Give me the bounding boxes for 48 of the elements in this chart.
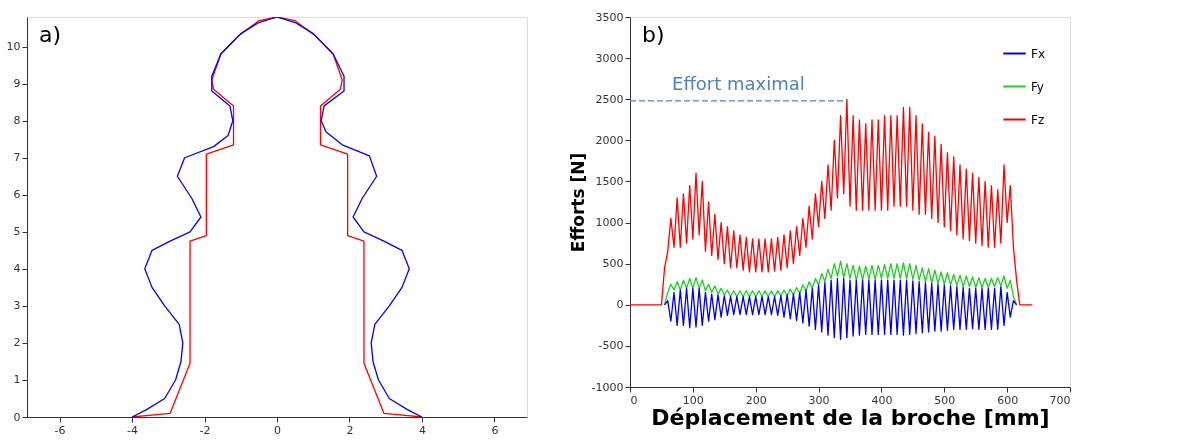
line-series: [663, 277, 1018, 340]
y-tick-label: 4: [13, 262, 21, 276]
y-tick-label: -500: [598, 339, 624, 353]
annotation: b): [642, 22, 665, 47]
y-tick-label: 0: [616, 298, 624, 312]
y-tick-label: 1500: [595, 174, 624, 188]
y-tick-label: 2500: [595, 92, 624, 106]
y-tick-label: 3: [13, 299, 21, 313]
y-tick-label: 500: [602, 257, 624, 271]
y-tick-label: -1000: [591, 380, 624, 394]
annotation: a): [39, 22, 62, 47]
line-series: [630, 98, 1033, 306]
y-tick-label: 1000: [595, 216, 624, 230]
y-tick-label: 2000: [595, 133, 624, 147]
y-tick-label: 3000: [595, 51, 624, 65]
x-tick-label: 600: [997, 393, 1019, 407]
ref-line-label: Effort maximal: [672, 72, 805, 94]
y-tick-label: 10: [6, 40, 21, 54]
x-tick-label: -4: [127, 423, 139, 437]
x-tick-label: -2: [199, 423, 211, 437]
legend-label: Fy: [1031, 79, 1044, 94]
x-tick-label: 300: [808, 393, 830, 407]
x-axis-title: Déplacement de la broche [mm]: [651, 404, 1050, 430]
x-tick-label: 4: [418, 423, 426, 437]
x-tick-label: 100: [682, 393, 704, 407]
line-series: [131, 17, 423, 417]
x-tick-label: 400: [871, 393, 893, 407]
x-tick-label: 500: [934, 393, 956, 407]
y-tick-label: 7: [13, 151, 21, 165]
x-tick-label: 200: [745, 393, 767, 407]
x-tick-label: 700: [1049, 393, 1071, 407]
y-tick-label: 9: [13, 77, 21, 91]
y-tick-label: 1: [13, 373, 21, 387]
y-tick-label: 2: [13, 336, 21, 350]
x-tick-label: 6: [491, 423, 499, 437]
line-series: [663, 260, 1018, 306]
y-tick-label: 5: [13, 225, 21, 239]
y-tick-label: 0: [13, 410, 21, 424]
x-tick-label: -6: [54, 423, 66, 437]
x-tick-label: 2: [346, 423, 354, 437]
y-axis-title: Efforts [N]: [567, 152, 588, 253]
x-tick-label: 0: [630, 393, 638, 407]
x-tick-label: 0: [274, 423, 281, 437]
y-tick-label: 3500: [595, 10, 624, 24]
y-tick-label: 6: [13, 188, 21, 202]
legend-label: Fx: [1031, 46, 1046, 61]
y-tick-label: 8: [13, 114, 21, 128]
legend-label: Fz: [1031, 112, 1045, 127]
